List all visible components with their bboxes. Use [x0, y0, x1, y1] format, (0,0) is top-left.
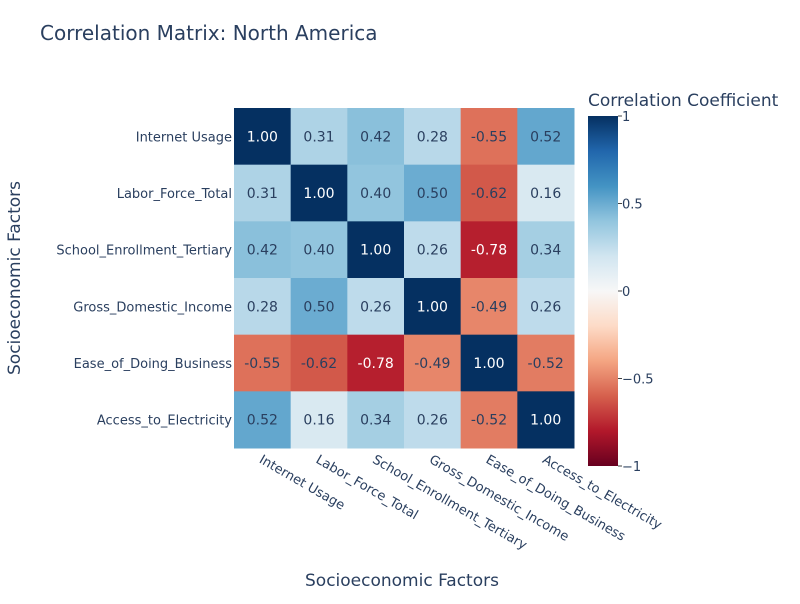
heatmap-cell	[517, 334, 575, 392]
heatmap-cell	[347, 334, 405, 392]
cell-value-label: 0.34	[530, 243, 561, 259]
heatmap-cell	[347, 108, 405, 166]
heatmap-cell	[234, 278, 292, 336]
heatmap-cell	[290, 221, 348, 279]
heatmap-cell	[290, 108, 348, 166]
heatmap-cell	[517, 391, 575, 449]
cell-value-label: 0.40	[360, 186, 391, 202]
cell-value-label: 0.26	[417, 413, 448, 429]
cell-value-label: 0.16	[530, 186, 561, 202]
heatmap-cell	[290, 164, 348, 222]
heatmap-cell	[460, 164, 518, 222]
cell-value-label: -0.55	[244, 356, 280, 372]
heatmap-cell	[234, 391, 292, 449]
y-tick-label: Gross_Domestic_Income	[73, 300, 232, 315]
colorbar-tick-label: −0.5	[622, 373, 654, 388]
heatmap-cell	[460, 391, 518, 449]
cell-value-label: -0.78	[471, 243, 507, 259]
cell-value-label: 1.00	[360, 243, 391, 259]
heatmap-cell	[347, 391, 405, 449]
colorbar-tick-label: −1	[622, 460, 641, 475]
cell-value-label: 0.50	[303, 299, 334, 315]
heatmap-cell	[517, 278, 575, 336]
heatmap-cell	[404, 334, 462, 392]
cell-value-label: -0.62	[471, 186, 507, 202]
heatmap-cell	[234, 334, 292, 392]
cell-value-label: 0.42	[247, 243, 278, 259]
heatmap-cell	[404, 108, 462, 166]
heatmap-cell	[460, 334, 518, 392]
heatmap-cell	[517, 164, 575, 222]
y-tick-labels: Internet Usage Labor_Force_Total School_En…	[56, 130, 232, 428]
cell-value-label: -0.78	[358, 356, 394, 372]
cell-value-label: 0.34	[360, 413, 391, 429]
cell-value-label: 1.00	[473, 356, 504, 372]
heatmap-cell	[517, 108, 575, 166]
heatmap-cell	[347, 221, 405, 279]
colorbar-ticks: 1 0.5 0 −0.5 −1	[618, 110, 654, 475]
y-tick-label: School_Enrollment_Tertiary	[56, 244, 232, 259]
cell-value-label: 0.31	[303, 129, 334, 145]
y-tick-label: Ease_of_Doing_Business	[74, 357, 233, 372]
cell-value-label: 0.28	[417, 129, 448, 145]
colorbar-title: Correlation Coefficient	[588, 91, 779, 111]
colorbar-tick-label: 1	[622, 110, 630, 125]
cell-value-label: 0.42	[360, 129, 391, 145]
cell-value-label: -0.62	[301, 356, 337, 372]
x-tick-label: Labor_Force_Total	[313, 452, 420, 523]
heatmap-cell	[234, 108, 292, 166]
cell-value-label: 0.28	[247, 299, 278, 315]
cell-value-label: 1.00	[303, 186, 334, 202]
heatmap-cell	[347, 278, 405, 336]
heatmap-cell	[347, 164, 405, 222]
cell-value-label: 0.26	[530, 299, 561, 315]
cell-value-label: -0.52	[528, 356, 564, 372]
y-axis-title: Socioeconomic Factors	[5, 181, 25, 375]
cell-value-label: -0.55	[471, 129, 507, 145]
x-tick-labels: Internet UsageLabor_Force_TotalSchool_En…	[256, 452, 664, 553]
heatmap-cell	[290, 391, 348, 449]
cell-value-label: 0.26	[417, 243, 448, 259]
heatmap-cell	[404, 221, 462, 279]
colorbar	[588, 116, 618, 466]
colorbar-tick-label: 0	[622, 285, 630, 300]
y-tick-label: Internet Usage	[136, 130, 232, 145]
cell-value-label: -0.49	[471, 299, 507, 315]
heatmap-cell	[234, 164, 292, 222]
x-axis-title: Socioeconomic Factors	[305, 571, 499, 591]
heatmap-cell	[404, 164, 462, 222]
y-tick-label: Labor_Force_Total	[117, 187, 232, 202]
cell-value-label: 1.00	[417, 299, 448, 315]
heatmap-cell	[404, 278, 462, 336]
cell-value-label: 0.26	[360, 299, 391, 315]
heatmap-cells	[234, 108, 575, 449]
heatmap-cell	[460, 221, 518, 279]
cell-value-labels: 1.00 0.31 0.42 0.28 -0.55 0.52 0.31 1.00 0.40 0.5…	[244, 129, 564, 428]
cell-value-label: -0.52	[471, 413, 507, 429]
heatmap-cell	[517, 221, 575, 279]
cell-value-label: 1.00	[530, 413, 561, 429]
chart-title: Correlation Matrix: North America	[40, 21, 378, 45]
cell-value-label: 0.52	[247, 413, 278, 429]
colorbar-tick-label: 0.5	[622, 198, 643, 213]
cell-value-label: 1.00	[247, 129, 278, 145]
cell-value-label: 0.52	[530, 129, 561, 145]
heatmap-cell	[460, 108, 518, 166]
cell-value-label: 0.40	[303, 243, 334, 259]
heatmap-cell	[404, 391, 462, 449]
y-tick-label: Access_to_Electricity	[97, 414, 232, 429]
heatmap-cell	[290, 278, 348, 336]
cell-value-label: 0.50	[417, 186, 448, 202]
heatmap-cell	[460, 278, 518, 336]
heatmap-cell	[234, 221, 292, 279]
cell-value-label: 0.31	[247, 186, 278, 202]
heatmap-cell	[290, 334, 348, 392]
cell-value-label: 0.16	[303, 413, 334, 429]
cell-value-label: -0.49	[414, 356, 450, 372]
